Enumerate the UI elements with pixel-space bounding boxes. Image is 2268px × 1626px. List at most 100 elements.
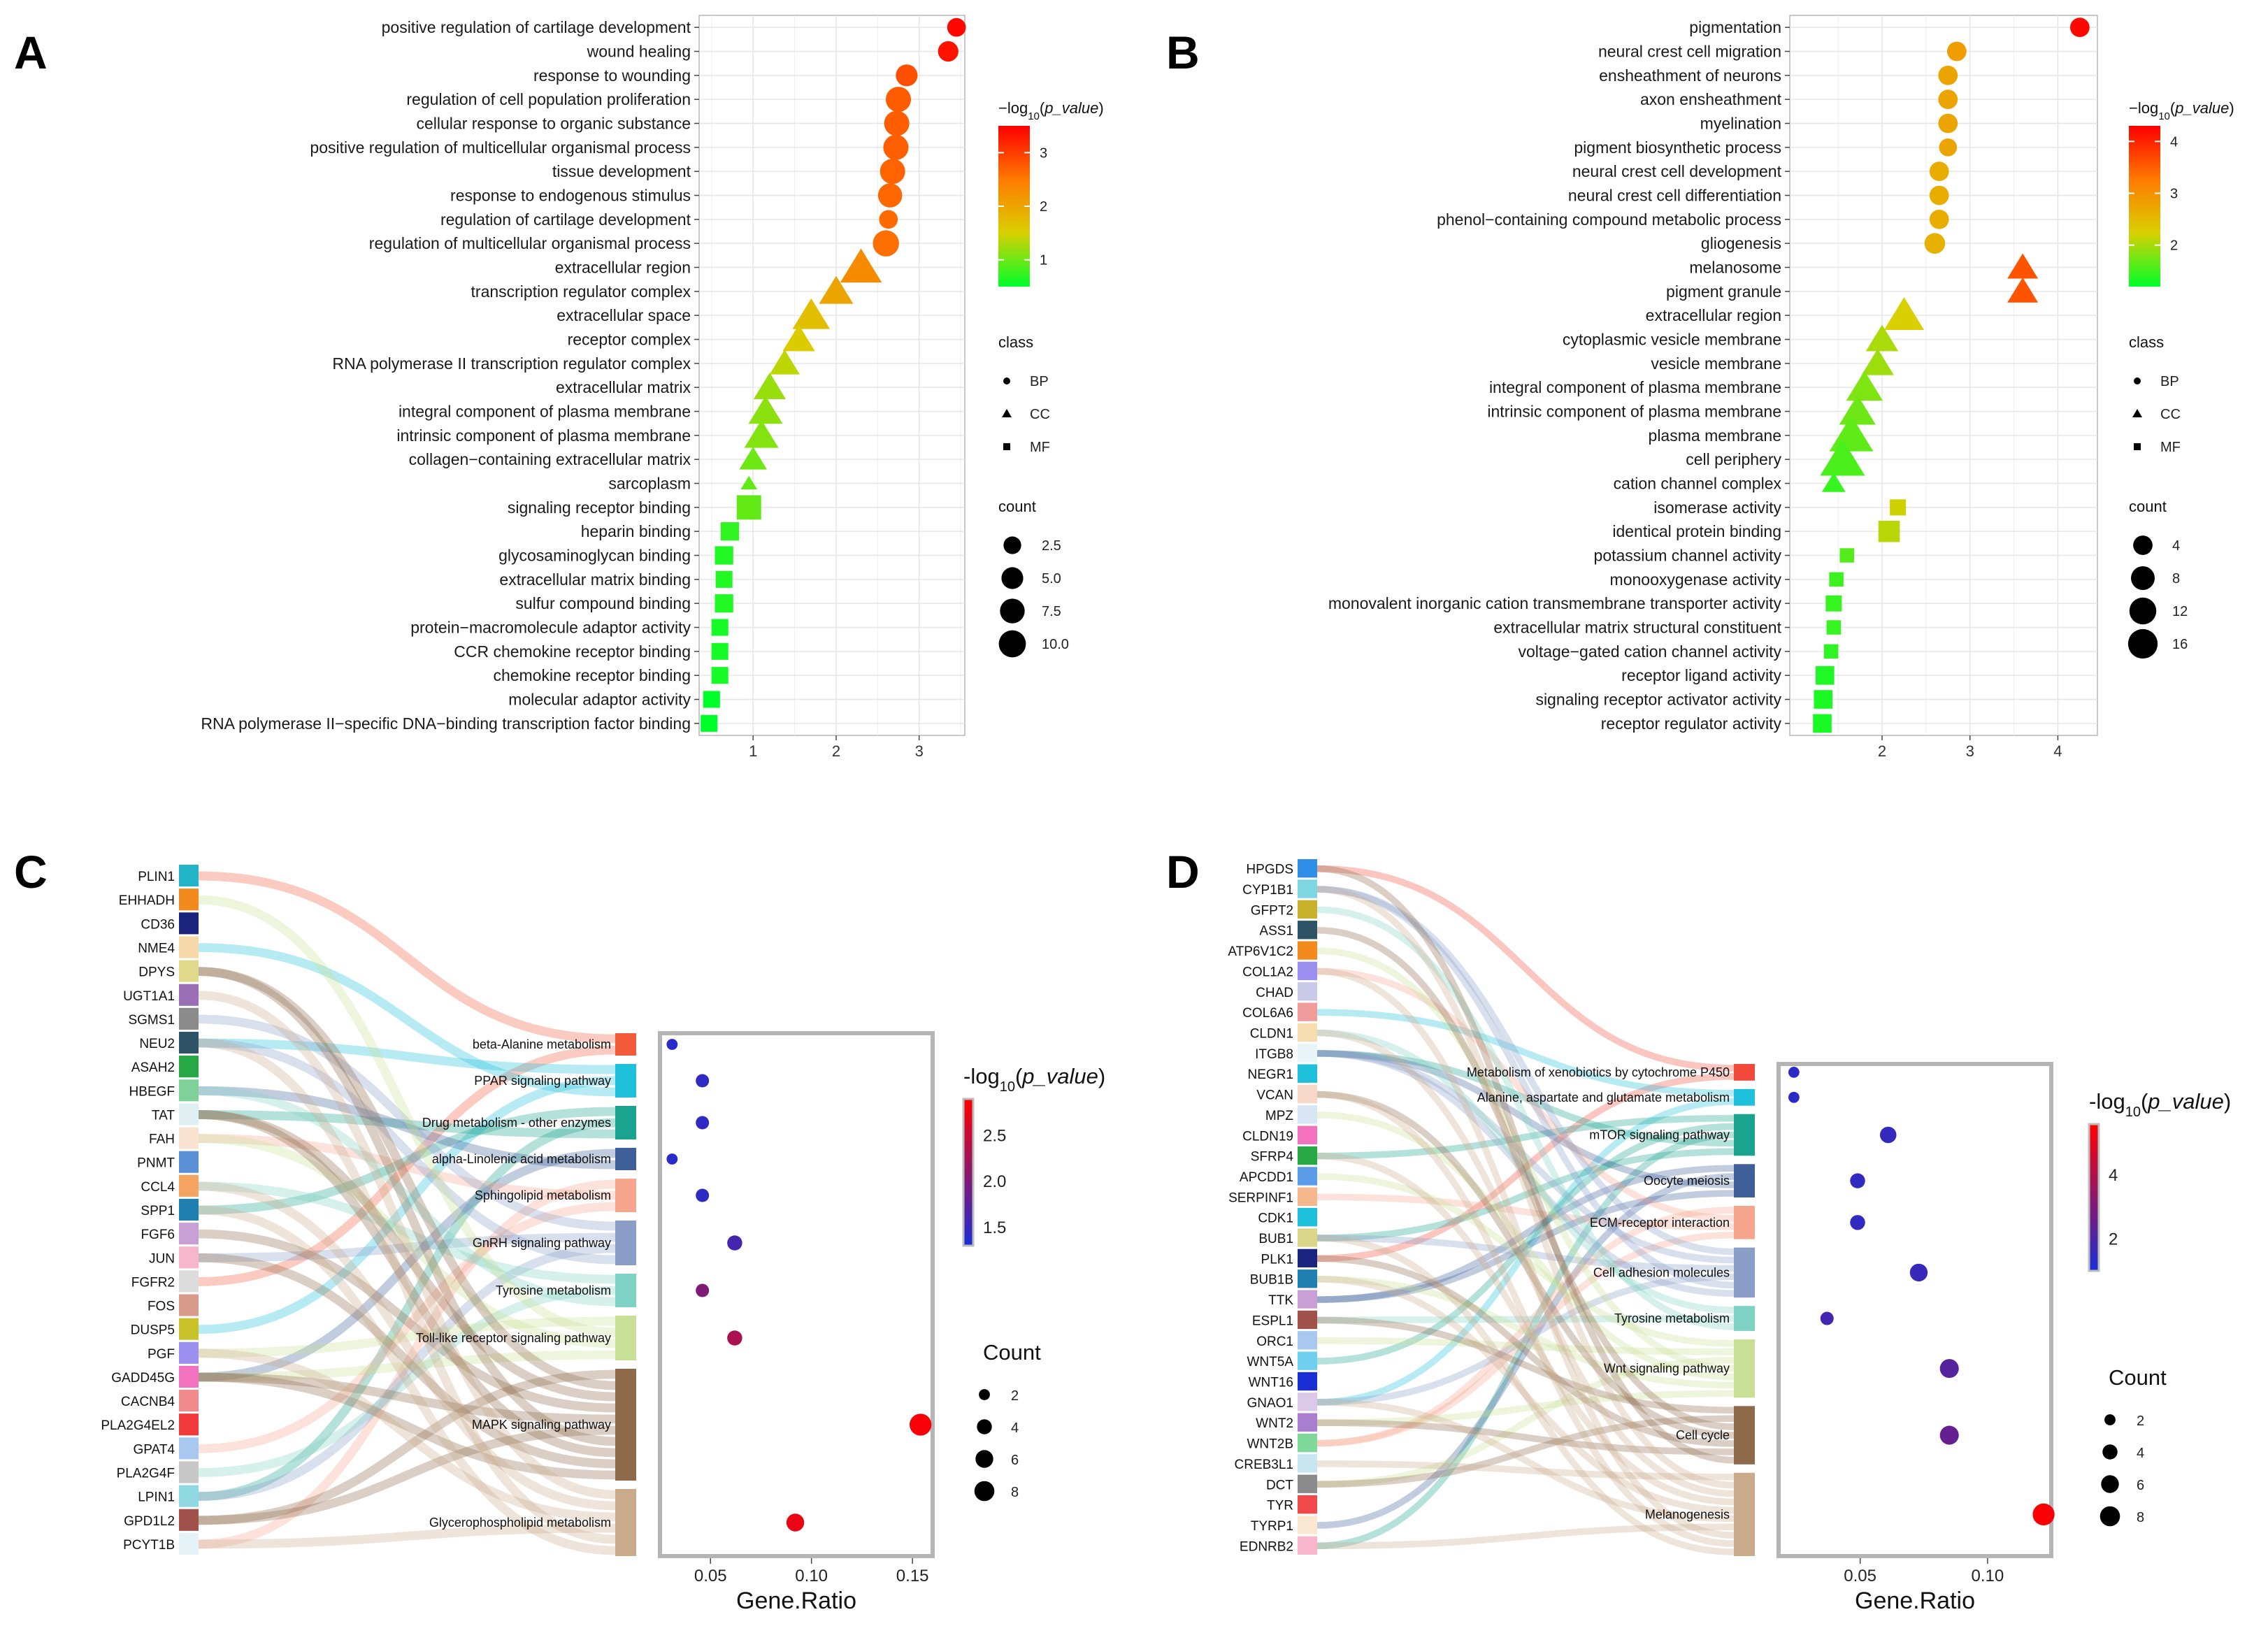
sankey-ribbon — [198, 1045, 616, 1286]
sankey-ribbon — [1316, 1073, 1735, 1262]
sankey-ribbon — [1316, 1399, 1735, 1523]
pathway-node — [1734, 1339, 1755, 1398]
x-tick-label: 4 — [2053, 742, 2062, 760]
gene-node — [179, 1079, 199, 1102]
gene-label: DUSP5 — [131, 1323, 175, 1338]
gene-label: DCT — [1266, 1478, 1293, 1492]
dotplot-point — [1850, 1173, 1865, 1188]
point-bp — [885, 87, 912, 113]
sankey-ribbon — [1316, 1029, 1735, 1314]
term-label: cell periphery — [1686, 450, 1781, 468]
sankey-ribbon — [198, 1372, 616, 1480]
size-legend-dot — [1001, 567, 1024, 589]
term-label: extracellular matrix binding — [499, 570, 691, 589]
gene-node — [1298, 1290, 1317, 1309]
sankey-ribbon — [198, 943, 616, 1097]
term-label: CCR chemokine receptor binding — [454, 642, 691, 661]
size-legend-dot — [2100, 1506, 2120, 1527]
dotplot-point — [909, 1413, 932, 1436]
term-label: sulfur compound binding — [515, 594, 691, 612]
gene-node — [1298, 1125, 1317, 1144]
point-bp — [1946, 41, 1967, 62]
gene-node — [1298, 1167, 1317, 1186]
sankey-ribbon — [198, 1523, 616, 1549]
term-label: neural crest cell differentiation — [1568, 187, 1781, 205]
term-label: receptor regulator activity — [1601, 714, 1782, 733]
pathway-label: GnRH signaling pathway — [473, 1236, 611, 1250]
color-legend-title: -log10(p_value) — [2089, 1089, 2231, 1120]
gene-node — [179, 912, 199, 935]
dotplot-point — [1909, 1263, 1928, 1282]
gene-label: TAT — [152, 1108, 175, 1123]
sankey-ribbon — [198, 1110, 616, 1402]
color-legend-title: -log10(p_value) — [963, 1064, 1105, 1095]
gene-node — [179, 1341, 199, 1364]
gene-label: FAH — [149, 1132, 175, 1147]
color-legend-label: 4 — [2170, 134, 2178, 150]
term-label: plasma membrane — [1649, 426, 1781, 445]
gene-label: SGMS1 — [128, 1013, 175, 1028]
sankey-ribbon — [1316, 1009, 1735, 1097]
x-tick-label: 0.05 — [694, 1567, 727, 1585]
pathway-label: MAPK signaling pathway — [472, 1418, 611, 1432]
sankey-ribbon — [198, 1348, 616, 1522]
gene-label: PGF — [148, 1347, 175, 1362]
point-mf — [715, 546, 733, 565]
term-label: isomerase activity — [1653, 498, 1781, 517]
term-label: integral component of plasma membrane — [1489, 378, 1781, 396]
point-bp — [1929, 161, 1949, 182]
term-label: myelination — [1700, 115, 1781, 133]
term-label: heparin binding — [581, 522, 691, 540]
point-mf — [1829, 572, 1844, 587]
panel-label: D — [1166, 846, 1200, 898]
gene-node — [179, 936, 199, 958]
gene-node — [179, 1294, 199, 1316]
legend-triangle-icon — [1002, 409, 1012, 417]
pathway-node — [615, 1106, 636, 1139]
term-label: pigment biosynthetic process — [1574, 138, 1781, 157]
term-label: transcription regulator complex — [471, 282, 691, 301]
gene-node — [1298, 1393, 1317, 1411]
term-label: pigmentation — [1689, 18, 1781, 36]
gene-node — [1298, 961, 1317, 981]
gene-node — [1298, 982, 1317, 1001]
pathway-node — [1734, 1088, 1755, 1106]
term-label: regulation of multicellular organismal p… — [369, 234, 691, 252]
sankey-panel-C: C PLIN1 EHHADH CD36 NME4 DPYS UGT1A1 SGMS1 NEU2 A… — [14, 846, 1105, 1614]
sankey-ribbon — [1316, 1235, 1735, 1272]
class-legend-label: MF — [1030, 440, 1050, 455]
gene-node — [179, 1198, 199, 1221]
gene-node — [1298, 1084, 1317, 1104]
legend-triangle-icon — [2132, 409, 2142, 417]
dotplot-point — [666, 1153, 678, 1165]
color-legend-bar — [2088, 1123, 2100, 1272]
color-legend-label: 2 — [1040, 199, 1047, 215]
gene-label: ITGB8 — [1255, 1047, 1293, 1062]
gene-label: VCAN — [1256, 1088, 1293, 1103]
sankey-ribbon — [1316, 967, 1735, 1539]
sankey-ribbon — [1316, 1315, 1735, 1324]
term-label: collagen−containing extracellular matrix — [409, 450, 691, 468]
sankey-ribbon — [198, 1086, 616, 1307]
gene-node — [1298, 1433, 1317, 1453]
gene-label: PLA2G4F — [117, 1467, 175, 1481]
point-bp — [879, 210, 898, 229]
gene-node — [179, 888, 199, 911]
dotplot-point — [1879, 1126, 1897, 1144]
legend-circle-icon — [2134, 377, 2141, 384]
point-cc — [819, 275, 854, 304]
pathway-node — [615, 1489, 636, 1556]
gene-label: PCYT1B — [123, 1538, 175, 1553]
gene-node — [179, 1485, 199, 1507]
class-legend-label: BP — [2160, 374, 2179, 389]
size-legend-label: 4 — [2172, 538, 2180, 554]
gene-node — [179, 1413, 199, 1436]
legend-square-icon — [2134, 443, 2141, 450]
gene-label: HBEGF — [129, 1084, 175, 1099]
point-bp — [873, 230, 899, 257]
term-label: signaling receptor binding — [508, 498, 691, 517]
x-tick-label: 3 — [1966, 742, 1974, 760]
term-label: receptor ligand activity — [1621, 666, 1781, 684]
gene-label: TTK — [1268, 1293, 1293, 1308]
point-mf — [1839, 548, 1854, 563]
